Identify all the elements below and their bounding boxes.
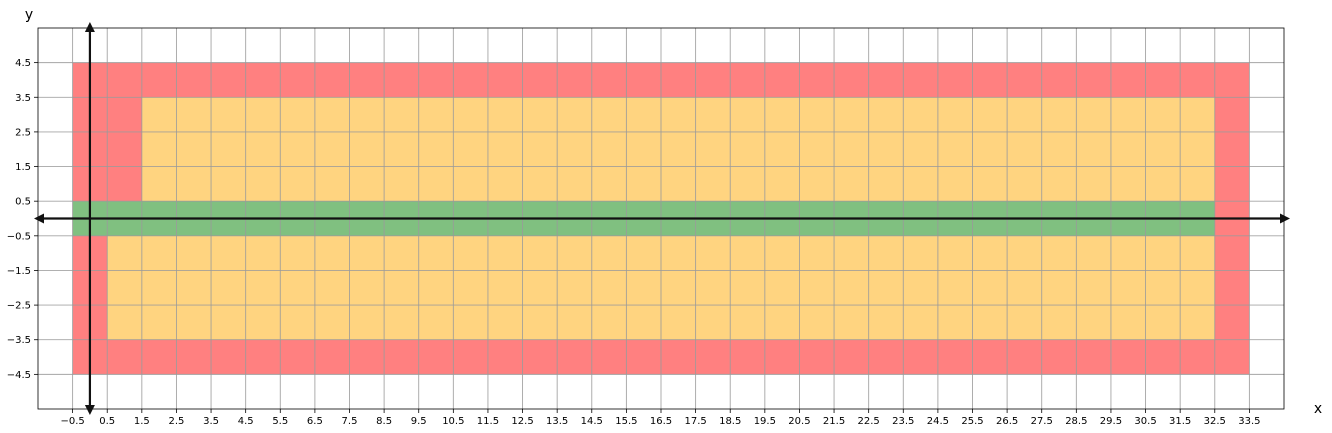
x-tick-label: 0.5 [99,416,115,427]
y-tick-label: −2.5 [7,301,31,312]
x-tick-label: 29.5 [1100,416,1122,427]
y-tick-label: −0.5 [7,231,31,242]
y-tick-label: 0.5 [15,197,31,208]
x-tick-label: 7.5 [342,416,358,427]
y-tick-label: 4.5 [15,58,31,69]
x-tick-label: 19.5 [754,416,776,427]
ticks-layer: −0.5 0.5 1.5 2.5 3.5 4.5 5.5 6.5 7.5 8.5 9.5 10.5 11… [7,58,1261,427]
x-tick-label: 18.5 [719,416,741,427]
x-tick-label: 17.5 [684,416,706,427]
x-tick-label: 21.5 [823,416,845,427]
x-tick-label: 31.5 [1169,416,1191,427]
x-tick-label: 26.5 [996,416,1018,427]
x-tick-label: 13.5 [546,416,568,427]
x-axis-arrow-right [1280,213,1290,224]
x-tick-label: 16.5 [650,416,672,427]
x-axis-arrow-left [34,213,44,224]
x-tick-label: 32.5 [1204,416,1226,427]
y-axis-arrow-down [84,405,95,415]
x-tick-label: 25.5 [961,416,983,427]
x-tick-label: 10.5 [442,416,464,427]
x-tick-label: 14.5 [581,416,603,427]
x-tick-label: 30.5 [1134,416,1156,427]
x-tick-label: −0.5 [60,416,84,427]
x-tick-label: 1.5 [134,416,150,427]
x-tick-label: 11.5 [477,416,499,427]
x-tick-label: 9.5 [411,416,427,427]
x-tick-label: 28.5 [1065,416,1087,427]
y-axis-label: y [25,7,33,23]
x-tick-label: 20.5 [788,416,810,427]
x-tick-label: 15.5 [615,416,637,427]
y-tick-label: 3.5 [15,93,31,104]
x-tick-label: 6.5 [307,416,323,427]
x-tick-label: 2.5 [168,416,184,427]
x-tick-label: 24.5 [927,416,949,427]
x-tick-label: 4.5 [238,416,254,427]
y-axis-arrow-up [84,22,95,32]
x-tick-label: 22.5 [858,416,880,427]
y-tick-label: −1.5 [7,266,31,277]
x-tick-label: 33.5 [1238,416,1260,427]
y-tick-label: −3.5 [7,335,31,346]
x-tick-label: 8.5 [376,416,392,427]
x-tick-label: 3.5 [203,416,219,427]
x-tick-label: 27.5 [1031,416,1053,427]
axes-layer [34,22,1290,415]
x-tick-label: 5.5 [272,416,288,427]
y-tick-label: 1.5 [15,162,31,173]
region-orange-1 [141,97,1215,202]
y-tick-label: −4.5 [7,370,31,381]
x-tick-label: 12.5 [511,416,533,427]
x-axis-label: x [1314,401,1322,417]
y-tick-label: 2.5 [15,127,31,138]
x-tick-label: 23.5 [892,416,914,427]
